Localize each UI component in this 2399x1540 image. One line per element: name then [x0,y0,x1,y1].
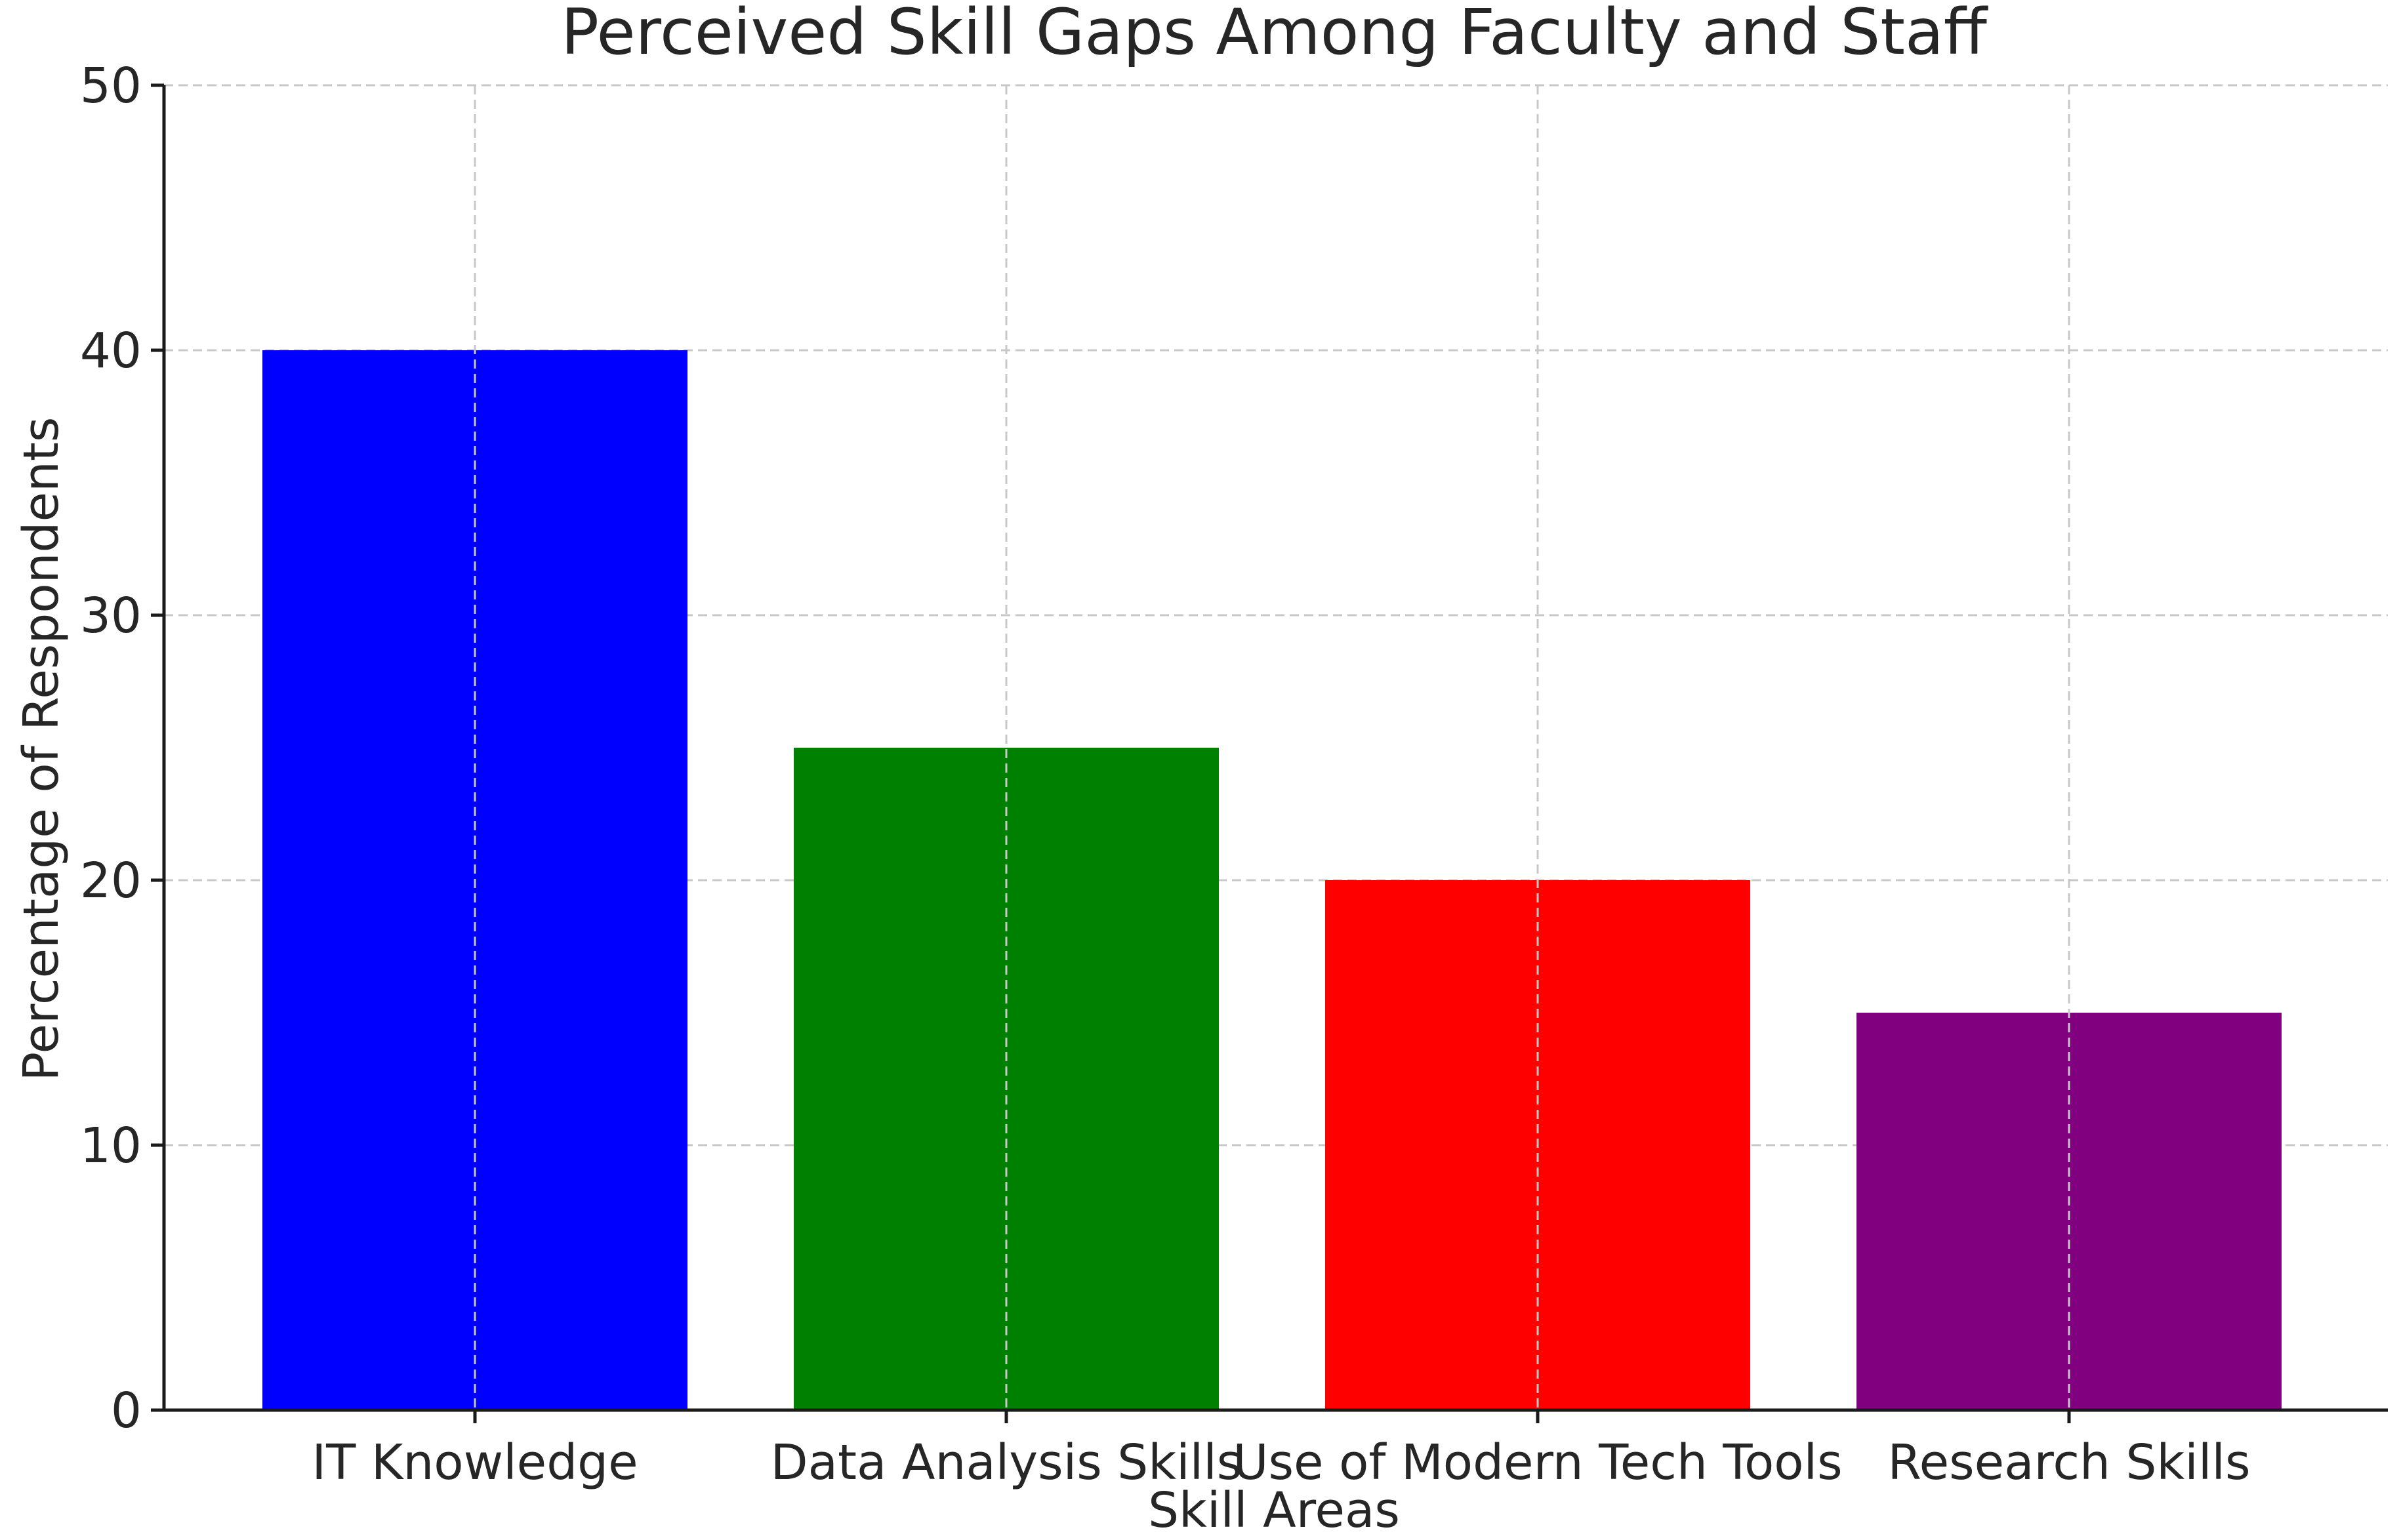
bar-layer [262,350,2282,1410]
vertical-grid-layer [474,85,2070,1410]
y-tick-label: 20 [80,853,142,909]
x-tick-label: Data Analysis Skills [771,1434,1242,1491]
y-tick-label: 50 [80,58,142,114]
x-tick-label: IT Knowledge [312,1434,638,1491]
x-tick-label: Research Skills [1887,1434,2250,1491]
y-tick-label: 10 [80,1118,142,1174]
chart-title: Perceived Skill Gaps Among Faculty and S… [561,0,1988,69]
x-axis-title: Skill Areas [1148,1482,1400,1539]
y-tick-label: 40 [80,323,142,379]
bar-data-analysis-skills [794,748,1219,1410]
axis-layer [151,83,2388,1423]
y-tick-label: 30 [80,588,142,644]
label-layer: 0 10 20 30 40 50 IT Knowledge Data Analysis Ski… [80,58,2251,1491]
y-tick-label: 0 [111,1383,142,1439]
x-tick-label: Use of Modern Tech Tools [1233,1434,1842,1491]
y-axis-title: Percentage of Respondents [13,417,70,1082]
